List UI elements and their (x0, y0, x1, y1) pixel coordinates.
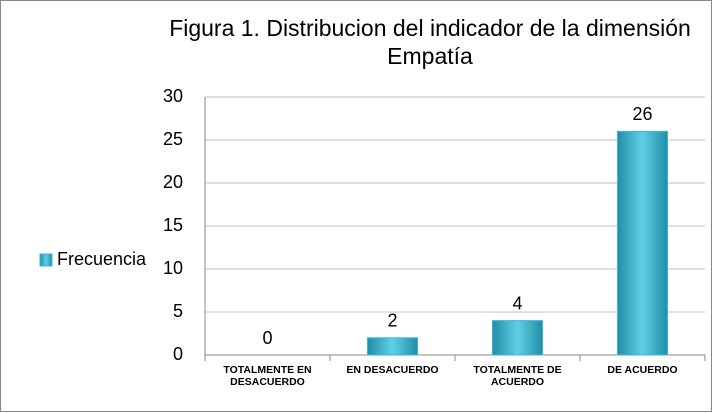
value-label: 4 (512, 293, 522, 313)
bar (617, 130, 668, 356)
y-tick-label: 20 (163, 172, 183, 192)
x-tick-label: TOTALMENTE EN DESACUERDO (223, 364, 312, 388)
chart-title: Figura 1. Distribucion del indicador de … (169, 15, 691, 69)
y-tick-label: 30 (163, 86, 183, 106)
bar (367, 337, 418, 356)
x-tick-label: TOTALMENTE DE ACUERDO (473, 364, 562, 388)
x-tick-label: DE ACUERDO (607, 364, 678, 376)
value-label: 0 (262, 328, 272, 348)
value-label: 2 (387, 311, 397, 331)
legend-swatch (39, 253, 53, 267)
y-tick-label: 25 (163, 129, 183, 149)
y-tick-label: 15 (163, 215, 183, 235)
y-tick-label: 5 (173, 301, 183, 321)
bar (492, 320, 543, 356)
y-tick-label: 10 (163, 258, 183, 278)
x-tick-label: EN DESACUERDO (346, 364, 439, 376)
y-tick-label: 0 (173, 344, 183, 364)
value-label: 26 (632, 104, 652, 124)
legend-label: Frecuencia (57, 249, 147, 269)
